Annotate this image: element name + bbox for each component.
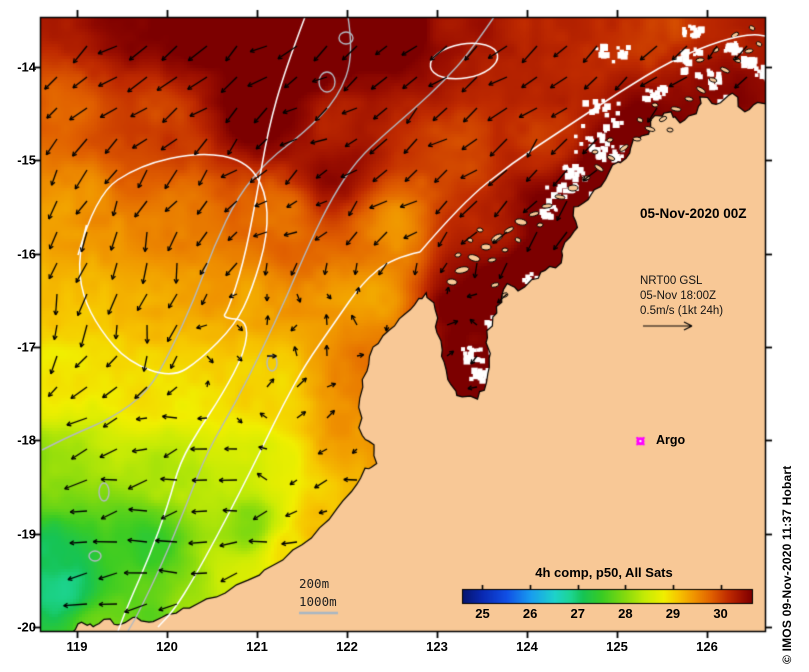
depth-contour-key: 200m 1000m <box>299 575 337 611</box>
x-tick-label: 122 <box>336 639 358 654</box>
y-tick-label: -20 <box>17 619 36 635</box>
y-tick-label: -17 <box>17 339 36 355</box>
colorbar-tick-label: 25 <box>475 606 490 621</box>
depth-key-1000m: 1000m <box>299 594 337 609</box>
colorbar-title: 4h comp, p50, All Sats <box>535 565 673 580</box>
colorbar-tick-label: 27 <box>570 606 585 621</box>
x-tick-label: 119 <box>66 639 88 654</box>
y-tick-label: -14 <box>17 59 36 75</box>
credit-text: © IMOS 09-Nov-2020 11:37 Hobart <box>780 465 794 664</box>
argo-label: Argo <box>656 433 686 447</box>
colorbar-tick-label: 29 <box>665 606 681 621</box>
y-tick-label: -16 <box>17 246 36 262</box>
y-tick-label: -18 <box>17 432 36 448</box>
colorbar-tick-label: 28 <box>618 606 633 621</box>
x-tick-label: 121 <box>246 639 268 654</box>
depth-key-200m: 200m <box>299 576 330 591</box>
velocity-key-source: NRT00 GSL <box>640 275 703 287</box>
y-tick-label: -15 <box>17 152 36 168</box>
x-tick-label: 123 <box>426 639 448 654</box>
velocity-key-scale: 0.5m/s (1kt 24h) <box>640 305 724 317</box>
x-tick-label: 125 <box>606 639 628 654</box>
velocity-key-time: 05-Nov 18:00Z <box>640 290 717 302</box>
x-tick-label: 124 <box>516 639 538 654</box>
velocity-key: NRT00 GSL 05-Nov 18:00Z 0.5m/s (1kt 24h) <box>640 274 723 319</box>
y-tick-label: -19 <box>17 526 36 541</box>
datetime-label: 05-Nov-2020 00Z <box>640 206 747 221</box>
colorbar-tick-label: 30 <box>713 606 728 621</box>
x-tick-label: 126 <box>696 639 718 654</box>
x-tick-label: 120 <box>156 639 178 654</box>
colorbar-tick-label: 26 <box>522 606 538 621</box>
